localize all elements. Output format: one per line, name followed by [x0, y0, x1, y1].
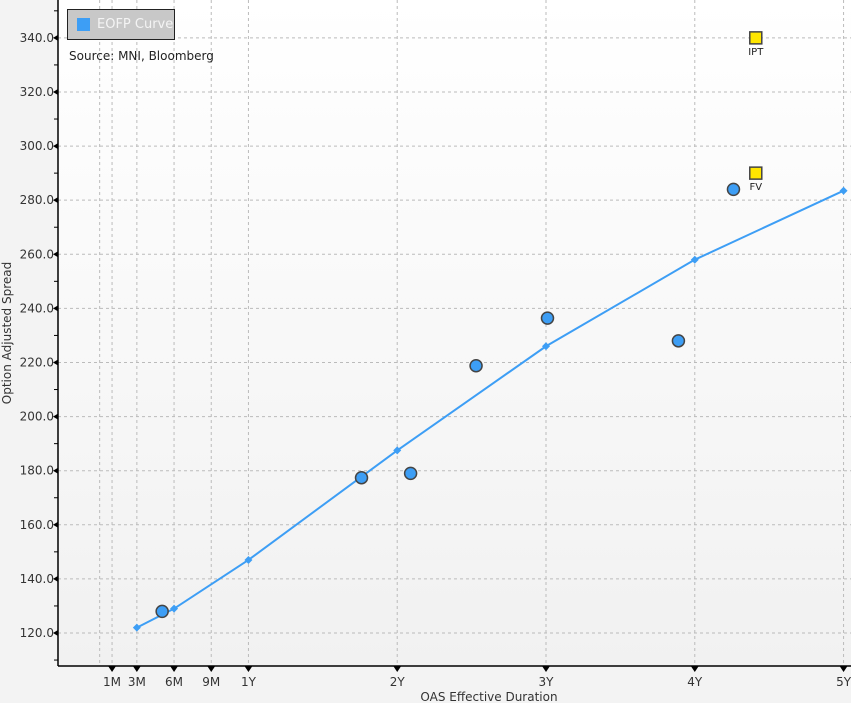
- x-tick-mark: [244, 666, 253, 672]
- y-tick-mark: [53, 521, 58, 528]
- bond-point: [671, 334, 686, 348]
- x-tick-label: 6M: [165, 675, 183, 689]
- new-issue-point: [749, 31, 763, 45]
- y-tick-mark: [53, 575, 58, 582]
- y-tick-mark: [53, 467, 58, 474]
- y-tick-mark: [53, 359, 58, 366]
- x-tick-mark: [108, 666, 117, 672]
- x-tick-label: 5Y: [836, 675, 851, 689]
- plot-area: [58, 0, 851, 666]
- x-tick-mark: [393, 666, 402, 672]
- x-tick-mark: [170, 666, 179, 672]
- y-tick-mark: [53, 413, 58, 420]
- y-tick-label: 120.0: [20, 626, 54, 640]
- bond-point: [403, 466, 418, 481]
- y-tick-mark: [53, 88, 58, 95]
- new-issue-label: IPT: [748, 47, 764, 58]
- y-tick-label: 300.0: [20, 139, 54, 153]
- y-tick-label: 320.0: [20, 85, 54, 99]
- x-axis-label: OAS Effective Duration: [420, 690, 557, 703]
- y-axis-label: Option Adjusted Spread: [0, 262, 14, 404]
- y-tick-label: 140.0: [20, 572, 54, 586]
- x-tick-mark: [839, 666, 848, 672]
- y-tick-label: 220.0: [20, 355, 54, 369]
- y-tick-label: 340.0: [20, 31, 54, 45]
- new-issue-point: [749, 166, 763, 180]
- y-tick-mark: [53, 251, 58, 258]
- legend[interactable]: EOFP Curve: [67, 9, 175, 40]
- y-tick-mark: [53, 305, 58, 312]
- y-tick-mark: [53, 197, 58, 204]
- x-tick-label: 2Y: [390, 675, 406, 689]
- x-tick-mark: [690, 666, 699, 672]
- curve-point: [244, 555, 253, 564]
- x-tick-mark: [132, 666, 141, 672]
- y-tick-mark: [53, 34, 58, 41]
- bond-point: [354, 470, 369, 485]
- bond-point: [540, 311, 555, 325]
- x-tick-label: 9M: [202, 675, 220, 689]
- x-tick-mark: [542, 666, 550, 672]
- curve-point: [132, 623, 141, 632]
- y-tick-mark: [53, 629, 58, 636]
- y-tick-mark: [53, 143, 58, 150]
- curve-point: [542, 342, 550, 351]
- curve-point: [393, 446, 402, 455]
- x-tick-label: 1Y: [241, 675, 257, 689]
- legend-swatch: [77, 18, 90, 31]
- new-issue-label: FV: [749, 182, 762, 193]
- bond-point: [726, 182, 741, 197]
- curve-point: [839, 186, 848, 195]
- y-tick-label: 280.0: [20, 193, 54, 207]
- curve-point: [170, 604, 179, 613]
- x-tick-label: 3Y: [539, 675, 555, 689]
- curve-point: [690, 255, 699, 264]
- x-tick-label: 4Y: [687, 675, 703, 689]
- y-tick-label: 160.0: [20, 518, 54, 532]
- y-tick-label: 180.0: [20, 464, 54, 478]
- y-tick-label: 200.0: [20, 410, 54, 424]
- x-tick-mark: [207, 666, 216, 672]
- bond-point: [155, 604, 169, 619]
- bond-point: [469, 358, 483, 373]
- source-note: Source: MNI, Bloomberg: [69, 49, 214, 63]
- x-tick-label: 1M: [103, 675, 121, 689]
- legend-label: EOFP Curve: [97, 17, 174, 32]
- x-tick-label: 3M: [128, 675, 146, 689]
- y-tick-label: 240.0: [20, 301, 54, 315]
- y-tick-label: 260.0: [20, 247, 54, 261]
